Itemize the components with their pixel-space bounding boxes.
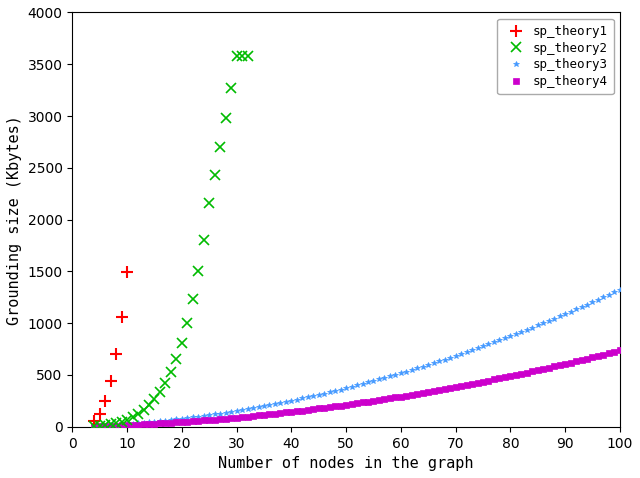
Line: sp_theory2: sp_theory2 xyxy=(90,51,252,431)
sp_theory3 xyxy=(90,424,98,429)
sp_theory2 xyxy=(178,340,186,346)
X-axis label: Number of nodes in the graph: Number of nodes in the graph xyxy=(218,456,474,471)
sp_theory1 xyxy=(107,378,115,384)
sp_theory2 xyxy=(227,85,235,91)
sp_theory2 xyxy=(167,369,175,375)
Line: sp_theory3: sp_theory3 xyxy=(92,287,623,429)
sp_theory2 xyxy=(107,421,115,427)
sp_theory2 xyxy=(244,53,252,59)
sp_theory1 xyxy=(101,398,109,404)
sp_theory4 xyxy=(107,423,115,429)
sp_theory3 xyxy=(392,372,399,378)
sp_theory3 xyxy=(227,409,235,415)
sp_theory2 xyxy=(90,423,98,429)
sp_theory3 xyxy=(107,423,115,428)
sp_theory4 xyxy=(392,394,399,400)
sp_theory2 xyxy=(145,402,153,408)
sp_theory2 xyxy=(150,396,158,402)
sp_theory3 xyxy=(129,421,136,427)
sp_theory2 xyxy=(211,172,218,178)
sp_theory2 xyxy=(184,320,191,326)
sp_theory4 xyxy=(353,401,361,406)
sp_theory2 xyxy=(200,238,207,243)
Legend: sp_theory1, sp_theory2, sp_theory3, sp_theory4: sp_theory1, sp_theory2, sp_theory3, sp_t… xyxy=(497,19,614,95)
sp_theory2 xyxy=(216,144,224,150)
sp_theory2 xyxy=(238,53,246,59)
sp_theory2 xyxy=(195,269,202,274)
sp_theory2 xyxy=(222,115,230,121)
sp_theory4 xyxy=(495,375,503,381)
Line: sp_theory4: sp_theory4 xyxy=(92,348,623,429)
sp_theory3 xyxy=(495,337,503,343)
sp_theory2 xyxy=(140,407,147,413)
sp_theory1 xyxy=(124,270,131,275)
sp_theory3 xyxy=(616,287,624,293)
sp_theory2 xyxy=(161,380,169,386)
sp_theory1 xyxy=(96,412,104,417)
Y-axis label: Grounding size (Kbytes): Grounding size (Kbytes) xyxy=(7,115,22,325)
sp_theory3 xyxy=(353,382,361,388)
sp_theory1 xyxy=(118,314,125,320)
sp_theory1 xyxy=(112,351,120,357)
sp_theory1 xyxy=(90,418,98,424)
sp_theory4 xyxy=(616,348,624,353)
sp_theory2 xyxy=(101,422,109,428)
sp_theory2 xyxy=(173,356,180,362)
sp_theory2 xyxy=(96,423,104,428)
sp_theory4 xyxy=(129,422,136,428)
sp_theory2 xyxy=(205,200,213,206)
sp_theory2 xyxy=(156,389,164,395)
sp_theory2 xyxy=(129,414,136,420)
sp_theory4 xyxy=(90,424,98,429)
sp_theory2 xyxy=(118,419,125,424)
sp_theory2 xyxy=(233,53,241,59)
sp_theory2 xyxy=(134,411,142,417)
Line: sp_theory1: sp_theory1 xyxy=(89,267,132,427)
sp_theory2 xyxy=(112,420,120,426)
sp_theory2 xyxy=(124,417,131,423)
sp_theory4 xyxy=(227,415,235,421)
sp_theory2 xyxy=(189,296,196,302)
